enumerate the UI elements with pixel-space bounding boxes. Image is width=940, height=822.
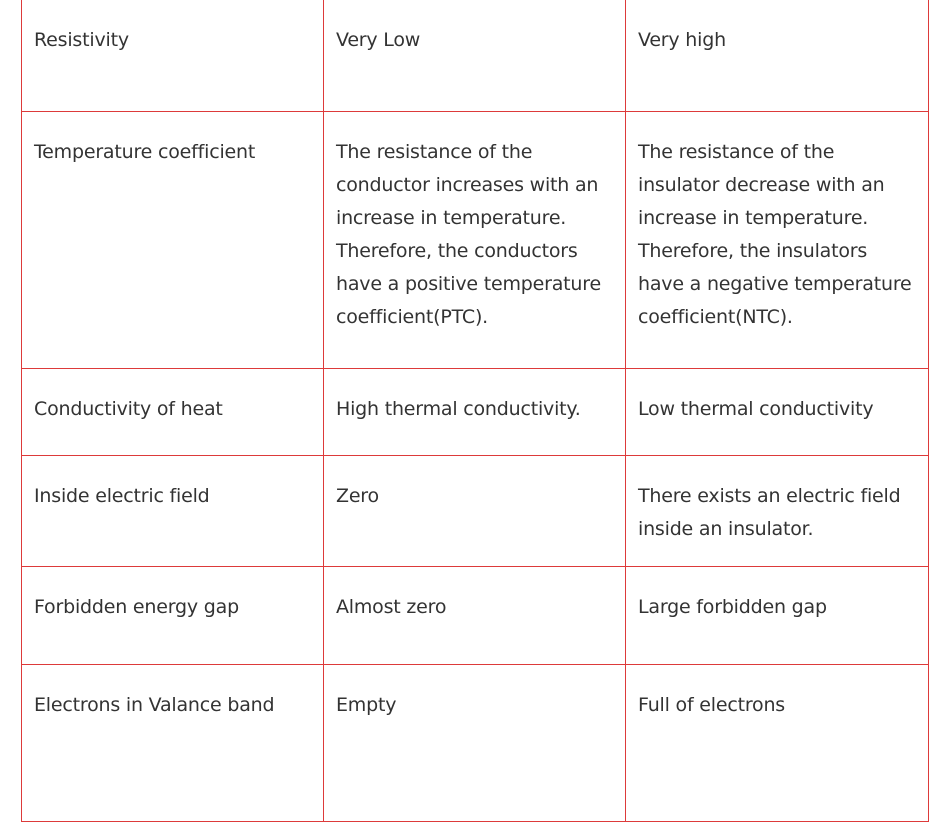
table-row-electrons-in-valance-band: Electrons in Valance band Empty Full of … xyxy=(21,664,929,822)
property-cell: Temperature coefficient xyxy=(21,111,324,369)
property-label: Temperature coefficient xyxy=(34,141,256,163)
conductor-insulator-comparison-table: Resistivity Very Low Very high Temperatu… xyxy=(21,0,929,822)
conductor-cell: High thermal conductivity. xyxy=(323,368,626,456)
conductor-cell: Empty xyxy=(323,664,626,822)
insulator-value: The resistance of the insulator decrease… xyxy=(638,141,912,328)
table-row-temperature-coefficient: Temperature coefficient The resistance o… xyxy=(21,111,929,369)
property-label: Resistivity xyxy=(34,29,129,51)
conductor-cell: Very Low xyxy=(323,0,626,112)
insulator-cell: The resistance of the insulator decrease… xyxy=(625,111,929,369)
comparison-table-container: Resistivity Very Low Very high Temperatu… xyxy=(21,0,929,822)
conductor-value: Zero xyxy=(336,485,379,507)
property-label: Inside electric field xyxy=(34,485,210,507)
conductor-value: Very Low xyxy=(336,29,421,51)
insulator-value: There exists an electric field inside an… xyxy=(638,485,901,540)
table-row-resistivity: Resistivity Very Low Very high xyxy=(21,0,929,112)
table-row-forbidden-energy-gap: Forbidden energy gap Almost zero Large f… xyxy=(21,566,929,665)
insulator-cell: Full of electrons xyxy=(625,664,929,822)
property-cell: Inside electric field xyxy=(21,455,324,567)
insulator-value: Low thermal conductivity xyxy=(638,398,874,420)
conductor-cell: Almost zero xyxy=(323,566,626,665)
insulator-cell: Very high xyxy=(625,0,929,112)
insulator-value: Large forbidden gap xyxy=(638,596,827,618)
conductor-value: High thermal conductivity. xyxy=(336,398,581,420)
property-label: Conductivity of heat xyxy=(34,398,223,420)
property-cell: Electrons in Valance band xyxy=(21,664,324,822)
conductor-value: Almost zero xyxy=(336,596,447,618)
conductor-value: Empty xyxy=(336,694,397,716)
table-row-conductivity-of-heat: Conductivity of heat High thermal conduc… xyxy=(21,368,929,456)
property-cell: Conductivity of heat xyxy=(21,368,324,456)
insulator-cell: Low thermal conductivity xyxy=(625,368,929,456)
insulator-value: Full of electrons xyxy=(638,694,785,716)
property-cell: Resistivity xyxy=(21,0,324,112)
table-row-inside-electric-field: Inside electric field Zero There exists … xyxy=(21,455,929,567)
conductor-value: The resistance of the conductor increase… xyxy=(336,141,601,328)
insulator-cell: Large forbidden gap xyxy=(625,566,929,665)
insulator-cell: There exists an electric field inside an… xyxy=(625,455,929,567)
property-cell: Forbidden energy gap xyxy=(21,566,324,665)
property-label: Forbidden energy gap xyxy=(34,596,239,618)
property-label: Electrons in Valance band xyxy=(34,694,275,716)
conductor-cell: The resistance of the conductor increase… xyxy=(323,111,626,369)
conductor-cell: Zero xyxy=(323,455,626,567)
insulator-value: Very high xyxy=(638,29,726,51)
